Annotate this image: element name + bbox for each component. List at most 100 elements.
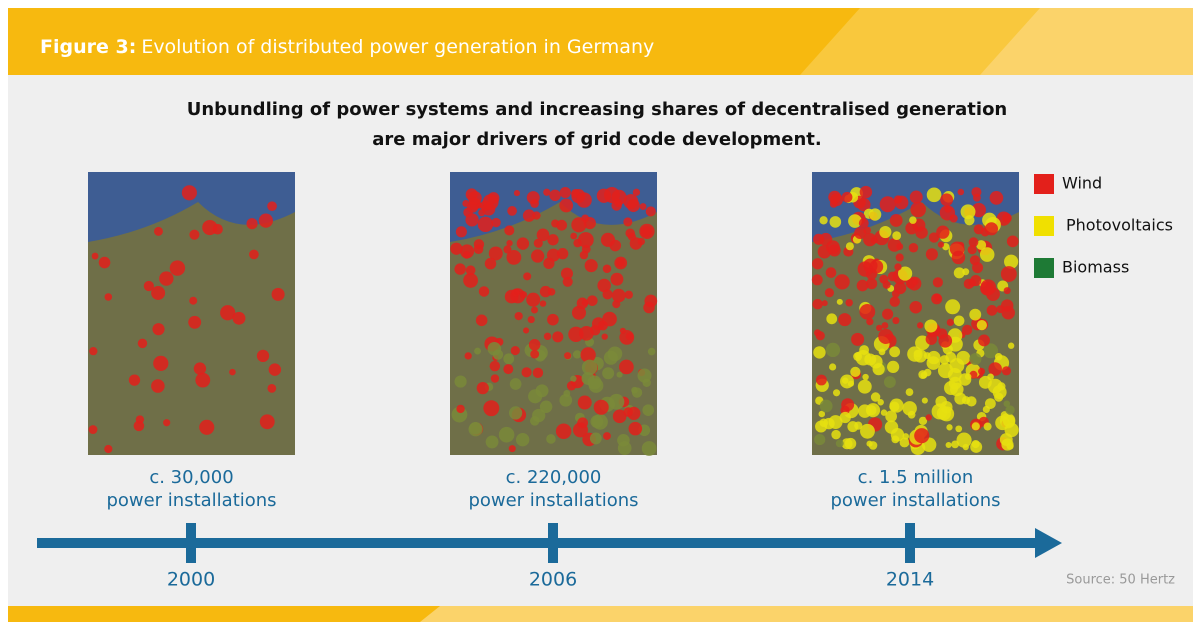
figure-label: Figure 3: xyxy=(40,36,136,58)
map-dot xyxy=(612,289,626,303)
map-dot xyxy=(994,393,1003,402)
map-dot xyxy=(888,238,902,252)
map-dot xyxy=(579,326,594,341)
map-dot xyxy=(813,346,825,358)
map-dot xyxy=(272,288,285,301)
map-dot xyxy=(812,258,823,269)
footer-shade xyxy=(420,606,1193,622)
map-dot xyxy=(944,206,951,213)
map-dot xyxy=(820,400,833,413)
map-dot xyxy=(548,288,556,296)
map-dot xyxy=(1002,306,1015,319)
map-dot xyxy=(1007,443,1014,450)
map-dot xyxy=(594,400,609,415)
map-dot xyxy=(863,233,876,246)
timeline-tick xyxy=(186,523,196,563)
map-dot xyxy=(995,353,1002,360)
map-dot xyxy=(229,369,236,376)
map-dot xyxy=(878,399,884,405)
map-dot xyxy=(836,439,844,447)
map-dot xyxy=(516,433,529,446)
map-dot xyxy=(468,191,482,205)
legend-swatch xyxy=(1034,216,1054,236)
map-dot xyxy=(924,320,937,333)
map-dot xyxy=(450,243,462,255)
maps xyxy=(88,172,1019,456)
map-dot xyxy=(517,237,529,249)
map-dot xyxy=(882,322,889,329)
map-dot xyxy=(1002,366,1011,375)
map-dot xyxy=(831,430,840,439)
map-dot xyxy=(978,368,985,375)
map-dot xyxy=(626,332,634,340)
map-dot xyxy=(602,289,612,299)
map-dot xyxy=(571,217,586,232)
map-dot xyxy=(987,305,998,316)
map-dot xyxy=(483,400,499,416)
map-dot xyxy=(927,188,942,203)
map-dot xyxy=(887,361,899,373)
map-dot xyxy=(640,203,647,210)
map-dot xyxy=(848,381,854,387)
map-dot xyxy=(972,440,980,448)
map-dot xyxy=(153,356,168,371)
map-dot xyxy=(257,350,269,362)
map-dot xyxy=(576,192,591,207)
map-dot xyxy=(631,387,638,394)
map-dot xyxy=(189,297,197,305)
year-label: 2006 xyxy=(529,569,577,591)
map-dot xyxy=(556,424,572,440)
map-dot xyxy=(557,248,568,259)
map-dot xyxy=(506,250,521,265)
map-dot xyxy=(570,376,576,382)
map-dot xyxy=(862,374,868,380)
map-dot xyxy=(859,345,869,355)
map-dot xyxy=(540,300,546,306)
map-dot xyxy=(627,199,640,212)
map-dot xyxy=(858,380,872,394)
map-dot xyxy=(629,422,643,436)
map-dot xyxy=(892,317,899,324)
map-dot xyxy=(507,206,517,216)
map-dot xyxy=(129,375,140,386)
map-dot xyxy=(590,415,603,428)
map-dot xyxy=(578,396,592,410)
map-dot xyxy=(882,309,893,320)
map-dot xyxy=(1001,266,1017,282)
map-dot xyxy=(199,420,214,435)
map-dot xyxy=(826,267,837,278)
map-dot xyxy=(506,240,512,246)
map-dot xyxy=(970,275,981,286)
legend-swatch xyxy=(1034,174,1054,194)
map-dot xyxy=(947,319,954,326)
map xyxy=(88,172,295,455)
map-dot xyxy=(646,206,656,216)
map-dot xyxy=(980,279,996,295)
map-dot xyxy=(136,415,144,423)
map-dot xyxy=(885,420,898,433)
map-dot xyxy=(99,257,111,269)
map-dot xyxy=(914,350,922,358)
map-dot xyxy=(854,422,862,430)
map-dot xyxy=(543,258,554,269)
figure-title: Evolution of distributed power generatio… xyxy=(141,36,654,58)
map-dot xyxy=(544,333,551,340)
map-dot xyxy=(926,333,937,344)
map-dot xyxy=(476,315,488,327)
map-dot xyxy=(570,233,577,240)
map-dot xyxy=(866,441,872,447)
map xyxy=(450,172,657,456)
map-dot xyxy=(643,379,651,387)
map-dot xyxy=(977,320,987,330)
map-dot xyxy=(978,335,990,347)
map-dot xyxy=(894,263,901,270)
map-dot xyxy=(990,191,1004,205)
map-dot xyxy=(623,407,633,417)
map-dot xyxy=(873,363,885,375)
map-dot xyxy=(859,304,875,320)
map-dot xyxy=(202,220,217,235)
map-dot xyxy=(841,398,854,411)
map-dot xyxy=(478,217,493,232)
map-dot xyxy=(523,327,529,333)
map-dot xyxy=(477,382,489,394)
